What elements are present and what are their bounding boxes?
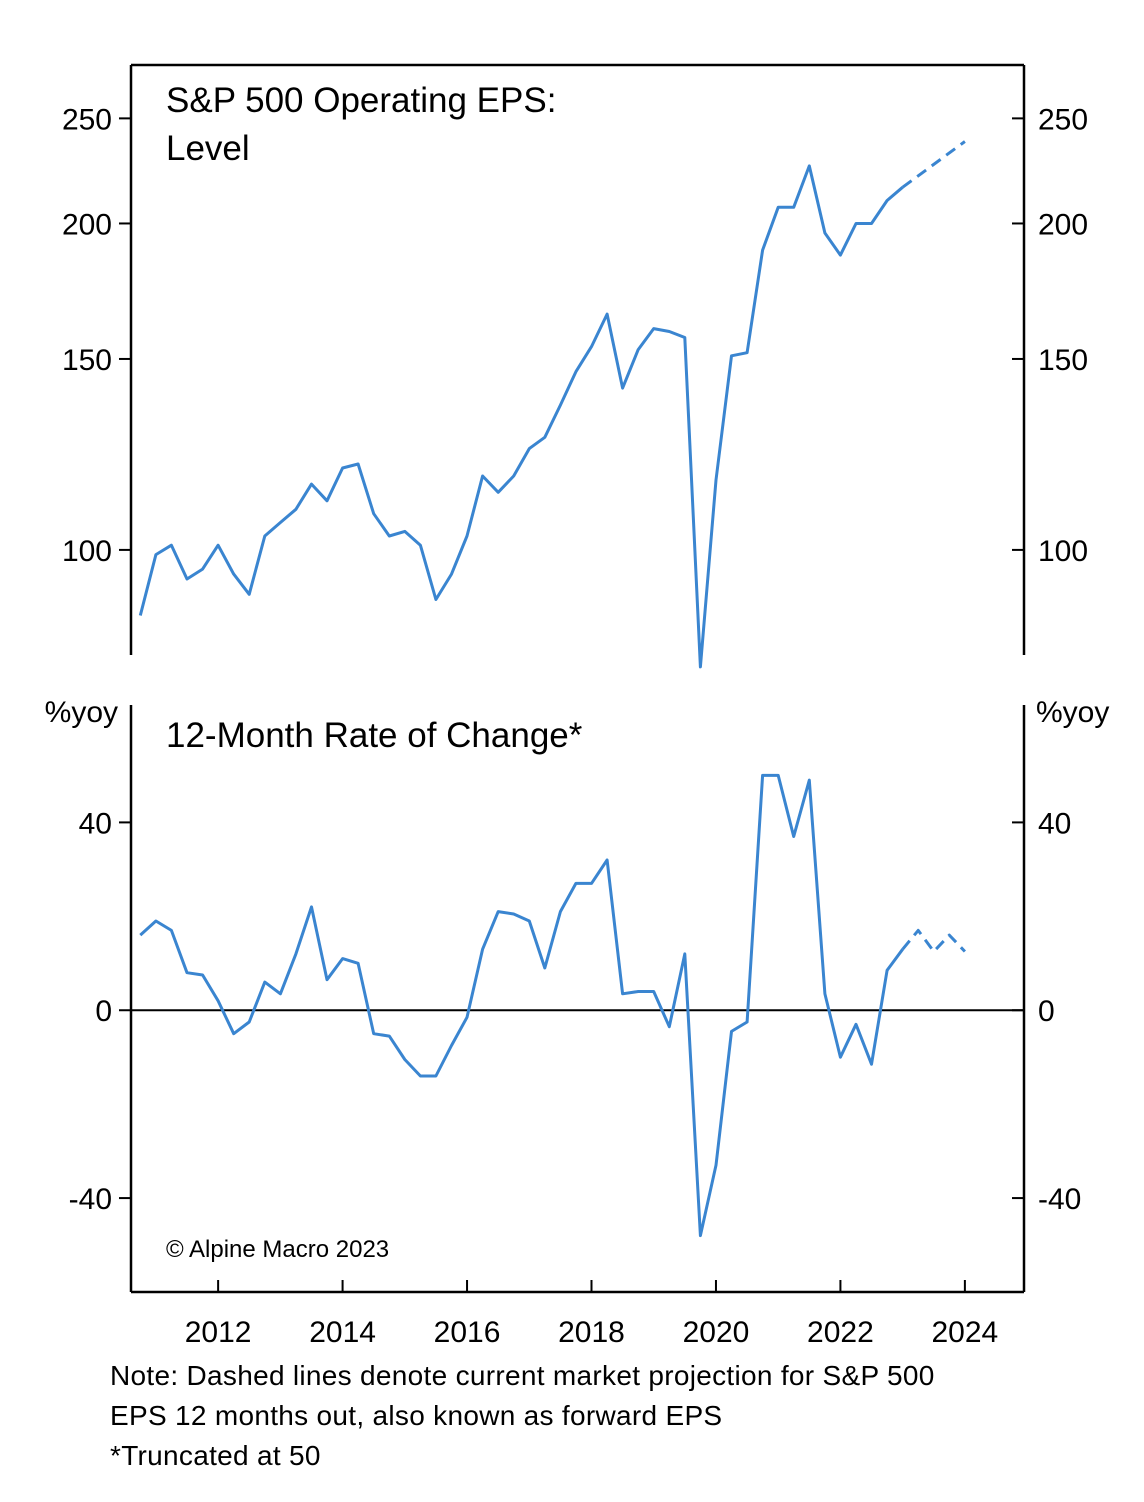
top-right-tick-label: 250 <box>1038 103 1088 136</box>
top-left-tick-label: 100 <box>62 535 112 568</box>
bottom-panel-title: 12-Month Rate of Change* <box>166 716 583 755</box>
x-axis-tick-label: 2022 <box>807 1316 874 1349</box>
x-axis-tick-label: 2012 <box>185 1316 252 1349</box>
x-axis-tick-label: 2018 <box>558 1316 625 1349</box>
x-axis-tick-label: 2014 <box>309 1316 376 1349</box>
copyright-annotation: © Alpine Macro 2023 <box>166 1236 389 1263</box>
bottom-right-tick-label: 40 <box>1038 807 1071 840</box>
x-axis-tick-label: 2024 <box>932 1316 999 1349</box>
note-line-1: Note: Dashed lines denote current market… <box>110 1360 935 1391</box>
bottom-left-tick-label: -40 <box>69 1183 112 1216</box>
eps-level-series-line-2 <box>901 140 966 189</box>
chart-note: Note: Dashed lines denote current market… <box>110 1356 1090 1476</box>
bottom-right-tick-label: -40 <box>1038 1183 1081 1216</box>
x-axis-tick-label: 2016 <box>434 1316 501 1349</box>
top-left-tick-label: 200 <box>62 208 112 241</box>
note-line-3: *Truncated at 50 <box>110 1440 321 1471</box>
top-panel-subtitle: Level <box>166 129 250 168</box>
x-axis-tick-label: 2020 <box>683 1316 750 1349</box>
bottom-right-tick-label: 0 <box>1038 995 1055 1028</box>
top-right-tick-label: 200 <box>1038 208 1088 241</box>
top-left-tick-label: 250 <box>62 103 112 136</box>
left-y-axis-unit-label: %yoy <box>45 696 118 729</box>
bottom-left-tick-label: 0 <box>95 995 112 1028</box>
eps-level-series-line-1 <box>138 164 904 669</box>
top-left-tick-label: 150 <box>62 344 112 377</box>
top-right-tick-label: 100 <box>1038 535 1088 568</box>
top-right-tick-label: 150 <box>1038 344 1088 377</box>
yoy-change-series-line-1 <box>139 773 904 1238</box>
bottom-left-tick-label: 40 <box>79 807 112 840</box>
right-y-axis-unit-label: %yoy <box>1036 696 1109 729</box>
top-panel-title: S&P 500 Operating EPS: <box>166 81 556 120</box>
note-line-2: EPS 12 months out, also known as forward… <box>110 1400 723 1431</box>
yoy-change-series-line-2 <box>901 928 966 953</box>
